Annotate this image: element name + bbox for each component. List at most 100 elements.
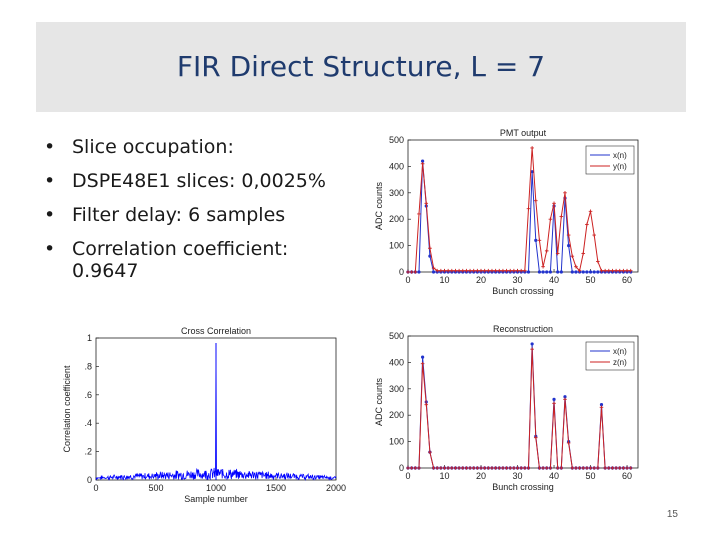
data-point xyxy=(512,466,516,470)
x-tick-label: 50 xyxy=(586,275,596,285)
data-point xyxy=(530,170,534,174)
data-point xyxy=(442,466,447,470)
y-tick-label: .6 xyxy=(84,390,92,400)
data-point xyxy=(471,268,476,273)
data-point xyxy=(628,466,633,470)
x-tick-label: 1000 xyxy=(206,483,226,493)
x-axis-label: Bunch crossing xyxy=(492,286,554,296)
data-point xyxy=(537,270,542,274)
data-point xyxy=(577,466,582,470)
data-point xyxy=(581,270,585,274)
legend-entry: x(n) xyxy=(613,151,627,160)
bullet-item: • Slice occupation: xyxy=(44,130,364,164)
data-point xyxy=(526,466,531,470)
data-point xyxy=(431,466,436,470)
data-point xyxy=(530,347,534,351)
page-number: 15 xyxy=(666,509,678,520)
y-axis-label: ADC counts xyxy=(374,181,384,230)
data-point xyxy=(501,268,505,273)
data-point xyxy=(493,268,498,273)
y-axis-label: ADC counts xyxy=(374,377,384,426)
plot-title: PMT output xyxy=(500,128,547,138)
x-tick-label: 0 xyxy=(405,275,410,285)
plot-title: Reconstruction xyxy=(493,324,553,334)
data-point xyxy=(603,466,607,470)
data-point xyxy=(570,270,574,274)
y-tick-label: 300 xyxy=(389,188,404,198)
data-point xyxy=(621,466,626,470)
data-point xyxy=(417,212,421,216)
data-point xyxy=(596,259,600,264)
x-tick-label: 10 xyxy=(440,275,450,285)
data-point xyxy=(523,466,527,470)
data-point xyxy=(526,270,531,274)
x-tick-label: 0 xyxy=(405,471,410,481)
data-point xyxy=(559,270,563,274)
data-point xyxy=(541,264,545,269)
data-point xyxy=(585,222,589,227)
data-point xyxy=(592,466,596,470)
data-point xyxy=(585,270,589,274)
data-point xyxy=(625,466,629,470)
data-point xyxy=(468,268,472,273)
bullet-text: DSPE48E1 slices: 0,0025% xyxy=(72,170,326,192)
data-point xyxy=(417,466,421,470)
x-tick-label: 10 xyxy=(440,471,450,481)
data-point xyxy=(482,268,487,273)
pmt-output-plot: 0 10 20 30 40 50 60 0 100 200 300 400 500 PMT output B… xyxy=(362,122,652,312)
data-point xyxy=(574,264,578,269)
data-point xyxy=(596,466,600,470)
slide-title: FIR Direct Structure, L = 7 xyxy=(176,50,546,83)
title-band xyxy=(36,22,686,112)
data-point xyxy=(460,466,465,470)
data-point xyxy=(428,450,432,454)
data-point xyxy=(566,233,571,237)
bullet-item: • Correlation coefficient: 0.9647 xyxy=(44,232,364,282)
data-point xyxy=(545,270,549,274)
data-point xyxy=(559,466,564,470)
data-point xyxy=(596,270,600,274)
data-point xyxy=(493,466,498,470)
data-point xyxy=(566,441,571,445)
data-point xyxy=(563,395,567,399)
data-point xyxy=(599,403,604,407)
data-point xyxy=(435,466,440,470)
y-tick-label: .8 xyxy=(84,361,92,371)
data-point xyxy=(599,405,604,410)
data-point xyxy=(592,233,596,237)
data-point xyxy=(534,238,538,242)
data-point xyxy=(519,268,523,273)
data-point xyxy=(420,161,425,166)
data-point xyxy=(486,268,491,273)
data-point xyxy=(519,466,523,470)
data-point xyxy=(424,402,429,407)
data-point xyxy=(588,209,593,214)
data-point xyxy=(501,466,505,470)
y-tick-label: 300 xyxy=(389,384,404,394)
bullet-text: Slice occupation: xyxy=(72,136,234,158)
legend-entry: z(n) xyxy=(613,358,627,367)
data-point xyxy=(610,466,615,470)
y-tick-label: .4 xyxy=(84,418,92,428)
data-point xyxy=(413,270,418,274)
data-point xyxy=(421,355,425,359)
data-point xyxy=(413,466,418,470)
data-point xyxy=(508,268,513,273)
x-tick-label: 0 xyxy=(93,483,98,493)
data-point xyxy=(599,268,604,273)
data-point xyxy=(497,466,502,470)
x-tick-label: 20 xyxy=(476,275,486,285)
data-point xyxy=(541,466,545,470)
data-point xyxy=(490,268,494,273)
x-axis-label: Bunch crossing xyxy=(492,482,554,492)
data-point xyxy=(552,397,556,401)
reconstruction-plot: 0 10 20 30 40 50 60 0 100 200 300 400 500 Reconstruct… xyxy=(362,318,652,512)
y-tick-label: 100 xyxy=(389,437,404,447)
data-point xyxy=(439,466,443,470)
data-point xyxy=(490,466,494,470)
data-point xyxy=(453,466,458,470)
data-point xyxy=(585,466,589,470)
data-point xyxy=(421,159,425,163)
data-point xyxy=(486,466,491,470)
x-tick-label: 30 xyxy=(513,471,523,481)
